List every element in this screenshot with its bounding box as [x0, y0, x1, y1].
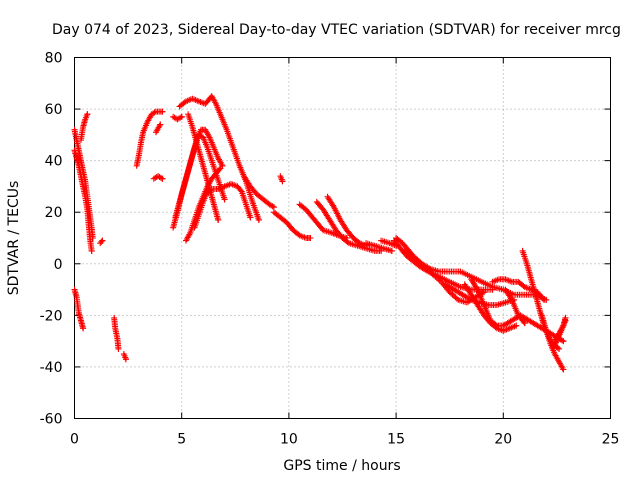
grid-lines [74, 57, 611, 419]
x-tick-label: 20 [494, 432, 512, 448]
y-axis-label: SDTVAR / TECUs [6, 181, 22, 296]
data-point [344, 239, 351, 246]
data-point [157, 174, 164, 181]
data-point [221, 196, 228, 203]
data-point [159, 108, 166, 115]
data-point [453, 295, 460, 302]
data-point [247, 214, 254, 221]
data-point [151, 109, 158, 116]
data-point [425, 265, 432, 272]
y-tick-label: 0 [54, 257, 63, 273]
x-tick-label: 5 [177, 432, 186, 448]
y-tick-label: -20 [40, 308, 63, 324]
axis-ticks: 0 5 10 15 20 25 -60 -40 -20 0 20 40 60 80 [40, 51, 620, 448]
data-point [88, 247, 95, 254]
data-point [558, 337, 565, 344]
x-tick-label: 0 [70, 432, 79, 448]
y-tick-label: 40 [45, 154, 63, 170]
data-point [560, 338, 567, 345]
data-point [452, 294, 459, 301]
data-point [279, 178, 286, 185]
data-point [449, 291, 456, 298]
data-point [115, 345, 122, 352]
y-tick-label: -60 [40, 412, 63, 428]
data-point [89, 235, 96, 241]
data-point [415, 258, 422, 265]
y-tick-label: 20 [45, 205, 63, 221]
data-point [556, 345, 563, 352]
data-point [177, 114, 184, 121]
data-point [433, 274, 440, 281]
data-point [481, 289, 488, 296]
x-tick-label: 10 [280, 432, 298, 448]
data-point [520, 318, 527, 325]
data-point [414, 256, 421, 263]
y-tick-label: 80 [45, 51, 63, 67]
data-point [157, 121, 164, 128]
data-point [448, 290, 455, 297]
data-point [217, 165, 224, 172]
data-point [411, 254, 418, 261]
data-point [430, 272, 437, 279]
data-point [270, 204, 277, 211]
data-point [410, 253, 417, 260]
data-point [80, 325, 87, 332]
data-point [159, 175, 166, 182]
x-tick-label: 15 [387, 432, 405, 448]
data-point [432, 273, 439, 280]
data-marks [71, 93, 569, 373]
data-point [388, 247, 395, 254]
data-point [255, 216, 262, 223]
data-point [435, 276, 442, 283]
data-point [99, 237, 106, 244]
data-point [413, 255, 420, 262]
data-point [215, 216, 222, 223]
plot-frame [74, 57, 611, 419]
y-tick-label: 60 [45, 102, 63, 118]
x-tick-label: 25 [602, 432, 620, 448]
data-point [428, 269, 435, 276]
data-point [307, 235, 314, 241]
data-point [269, 203, 276, 210]
data-point [562, 317, 569, 324]
data-point [237, 187, 244, 194]
data-point [98, 238, 105, 245]
data-point [560, 366, 567, 373]
y-tick-label: -40 [40, 360, 63, 376]
chart-title: Day 074 of 2023, Sidereal Day-to-day VTE… [52, 22, 621, 38]
data-point [541, 296, 548, 303]
data-point [446, 289, 453, 296]
data-point [216, 166, 223, 173]
data-point [450, 293, 457, 300]
data-point [122, 356, 129, 363]
data-point [539, 295, 546, 302]
data-point [521, 320, 528, 327]
x-axis-label: GPS time / hours [283, 458, 400, 474]
data-point [207, 186, 214, 193]
data-point [436, 277, 443, 284]
data-point [513, 322, 520, 329]
data-point [84, 111, 91, 118]
data-point [178, 113, 185, 120]
